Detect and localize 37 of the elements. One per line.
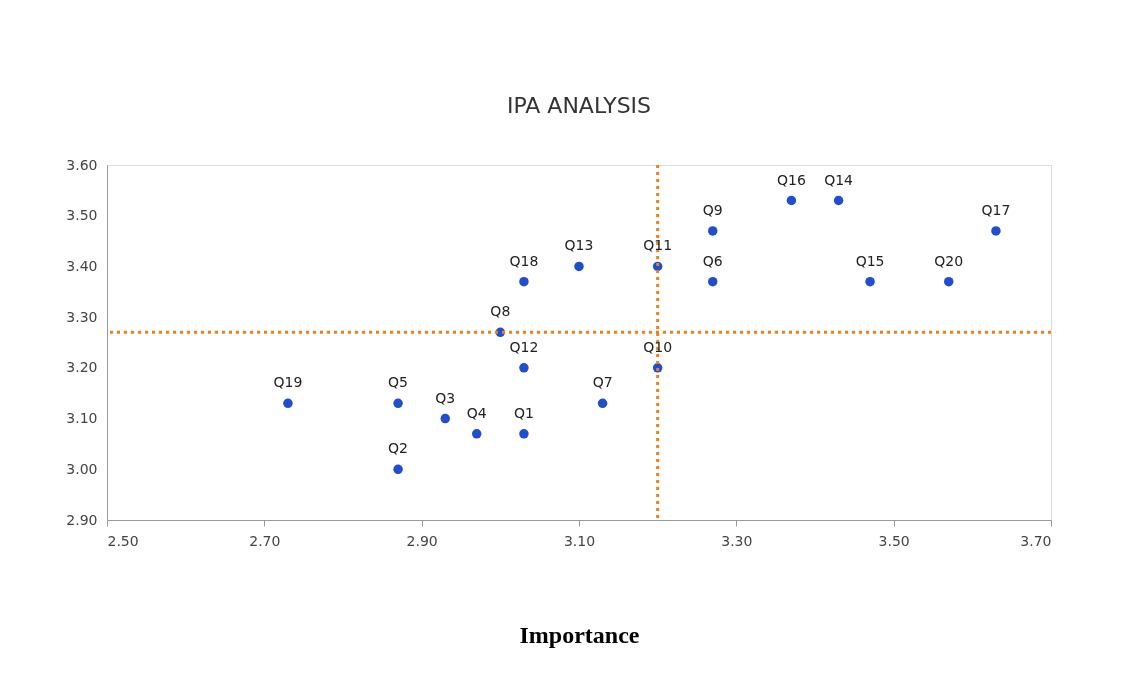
x-tick-label: 3.10 (563, 532, 596, 549)
y-tick-label: 3.30 (66, 308, 98, 325)
annotation: Q3 (435, 389, 456, 406)
y-tick-label: 3.60 (66, 156, 98, 173)
annotation: Q5 (388, 374, 409, 391)
annotation: Q12 (509, 338, 539, 355)
y-tick-label: 3.20 (66, 359, 98, 376)
y-tick-label: 3.40 (66, 257, 98, 274)
y-tick-label: 3.10 (66, 410, 98, 427)
x-tick-label: 2.70 (249, 532, 281, 549)
annotation: Q8 (490, 303, 511, 320)
annotation: Q7 (592, 374, 613, 391)
annotation: Q19 (273, 374, 303, 391)
y-tick-label: 3.50 (66, 207, 98, 224)
x-tick-label: 3.50 (878, 532, 910, 549)
annotation: Q9 (702, 201, 723, 218)
y-tick-label: 2.90 (66, 511, 98, 528)
x-tick-label: 2.90 (406, 532, 438, 549)
x-axis-title: Importance (519, 621, 640, 648)
annotation: Q6 (702, 252, 723, 269)
chart-title: IPA ANALYSIS (506, 93, 652, 118)
annotation: Q17 (981, 201, 1011, 218)
x-tick-label: 2.50 (107, 532, 139, 549)
annotation: Q2 (388, 440, 409, 457)
annotation: Q16 (776, 171, 806, 188)
annotation: Q11 (643, 237, 673, 254)
y-tick-label: 3.00 (66, 460, 98, 477)
annotation: Q1 (513, 404, 534, 421)
annotation: Q18 (509, 252, 539, 269)
annotation: Q10 (643, 338, 673, 355)
annotation: Q4 (466, 404, 487, 421)
annotation: Q20 (934, 252, 964, 269)
x-tick-label: 3.30 (721, 532, 753, 549)
annotation: Q13 (564, 237, 594, 254)
annotation: Q14 (824, 171, 854, 188)
x-tick-label: 3.70 (1020, 532, 1052, 549)
annotation: Q15 (855, 252, 885, 269)
